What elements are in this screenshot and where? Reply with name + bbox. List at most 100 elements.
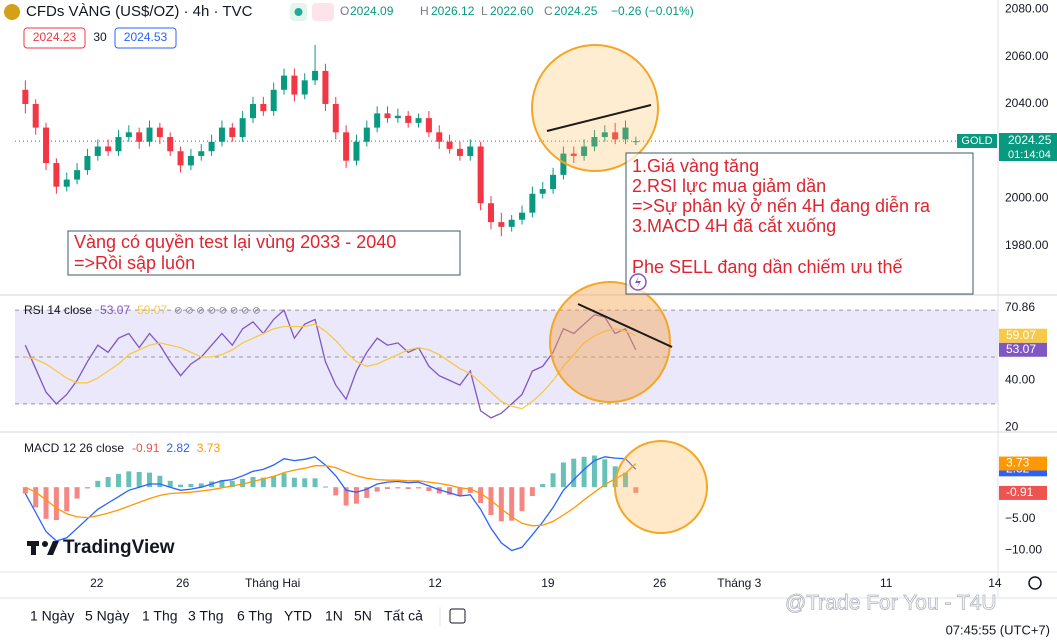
axis-badge-text: 3.73 — [1006, 456, 1030, 470]
histogram-bar — [229, 480, 235, 488]
ohlc-label: O — [340, 4, 349, 18]
ask-badge[interactable] — [114, 27, 177, 49]
note-line: =>Rồi sập luôn — [74, 253, 195, 273]
candle-body — [208, 141, 215, 152]
histogram-bar — [302, 478, 308, 488]
candle-body — [591, 137, 598, 147]
histogram-bar — [22, 487, 28, 494]
candle-body — [353, 141, 360, 161]
range-button[interactable]: 5 Ngày — [85, 608, 129, 624]
candle-body — [177, 151, 184, 166]
histogram-bar — [622, 472, 628, 488]
candle-body — [291, 75, 298, 95]
axis-badge-text: 53.07 — [1006, 342, 1036, 356]
panels — [15, 44, 998, 552]
symbol-badge-text: GOLD — [961, 135, 992, 147]
histogram-bar — [560, 462, 566, 488]
histogram-bar — [322, 486, 328, 488]
histogram-bar — [219, 480, 225, 488]
candle-body — [53, 163, 60, 187]
range-button[interactable]: YTD — [284, 608, 312, 624]
range-button[interactable]: 1 Thg — [142, 608, 178, 624]
symbol-title[interactable]: CFDs VÀNG (US$/OZ) · 4h · TVC — [26, 3, 253, 20]
histogram-bar — [591, 455, 597, 488]
histogram-bar — [457, 487, 463, 496]
range-button[interactable]: 6 Thg — [237, 608, 273, 624]
range-button[interactable]: 1 Ngày — [30, 608, 74, 624]
histogram-bar — [509, 487, 515, 521]
candle-body — [74, 170, 81, 180]
candle-body — [467, 146, 474, 156]
ohlc-value: 2024.09 — [350, 4, 394, 18]
histogram-bar — [426, 487, 432, 491]
range-button[interactable]: 5N — [354, 608, 372, 624]
candle-body — [363, 127, 370, 142]
histogram-bar — [281, 473, 287, 488]
histogram-bar — [571, 458, 577, 488]
toolbar: 1 Ngày 5 Ngày 1 Thg 3 Thg 6 Thg YTD 1N 5N Tất cả — [30, 608, 423, 624]
ask: 2024.53 — [124, 30, 168, 44]
logo-mark — [47, 541, 59, 555]
y-tick-label: 40.00 — [1005, 373, 1035, 387]
candle-body — [394, 115, 401, 119]
y-tick-label: −10.00 — [1005, 543, 1042, 557]
histogram-bar — [529, 487, 535, 497]
candle-body — [622, 127, 629, 140]
ohlc-value: 2026.12 — [431, 4, 475, 18]
candle-body — [332, 103, 339, 133]
candle-body — [115, 137, 122, 152]
histogram-bar — [540, 484, 546, 488]
histogram-bar — [353, 487, 359, 504]
logo-mark — [31, 541, 36, 555]
histogram-bar — [395, 487, 401, 489]
histogram-bar — [147, 472, 153, 488]
bid-badge[interactable] — [23, 27, 86, 49]
compare-button[interactable] — [312, 3, 334, 21]
y-tick-label: 2080.00 — [1005, 2, 1049, 16]
candle-body — [136, 132, 143, 142]
bid: 2024.23 — [33, 30, 77, 44]
candle-body — [43, 127, 50, 164]
pane-title: MACD 12 26 close — [24, 441, 124, 455]
legend-value: 2.82 — [166, 441, 190, 455]
candle-body — [218, 127, 225, 142]
candle-body — [312, 70, 319, 81]
last-price: 2024.25 — [1008, 133, 1052, 147]
histogram-bar — [385, 487, 391, 490]
x-tick-label: Tháng Hai — [245, 576, 300, 590]
candle-body — [529, 193, 536, 213]
histogram-bar — [136, 471, 142, 488]
axis-badge — [999, 342, 1047, 357]
ohlc-label: L — [481, 4, 488, 18]
axis-badge-text: 59.07 — [1006, 328, 1036, 342]
alert-bolt — [635, 276, 641, 288]
candle-body — [456, 148, 463, 156]
highlight-circle — [531, 44, 659, 172]
range-button[interactable]: 3 Thg — [188, 608, 224, 624]
candle-body — [105, 146, 112, 152]
histogram-bar — [188, 484, 194, 488]
x-tick-label: 19 — [541, 576, 555, 590]
watermark: @Trade For You - T4U — [785, 592, 997, 615]
range-button[interactable]: 1N — [325, 608, 343, 624]
candle-body — [187, 155, 194, 166]
highlight-circle — [549, 281, 671, 403]
histogram-bar — [84, 487, 90, 489]
histogram-bar — [291, 477, 297, 488]
histogram-bar — [115, 473, 121, 488]
histogram-bar — [447, 487, 453, 495]
candle-body — [612, 132, 619, 140]
settings-icon[interactable] — [1028, 576, 1042, 590]
histogram-bar — [602, 459, 608, 488]
candle-body — [384, 113, 391, 119]
range-button[interactable]: Tất cả — [384, 608, 423, 624]
x-tick-label: 26 — [653, 576, 667, 590]
candle-body — [374, 113, 381, 128]
calendar-icon[interactable] — [449, 608, 466, 624]
x-tick-label: 12 — [428, 576, 442, 590]
histogram-bar — [633, 487, 639, 493]
legend-value: 53.07 — [100, 303, 130, 317]
candle-body — [550, 174, 557, 190]
candle-body — [167, 137, 174, 152]
candle-body — [560, 153, 567, 175]
